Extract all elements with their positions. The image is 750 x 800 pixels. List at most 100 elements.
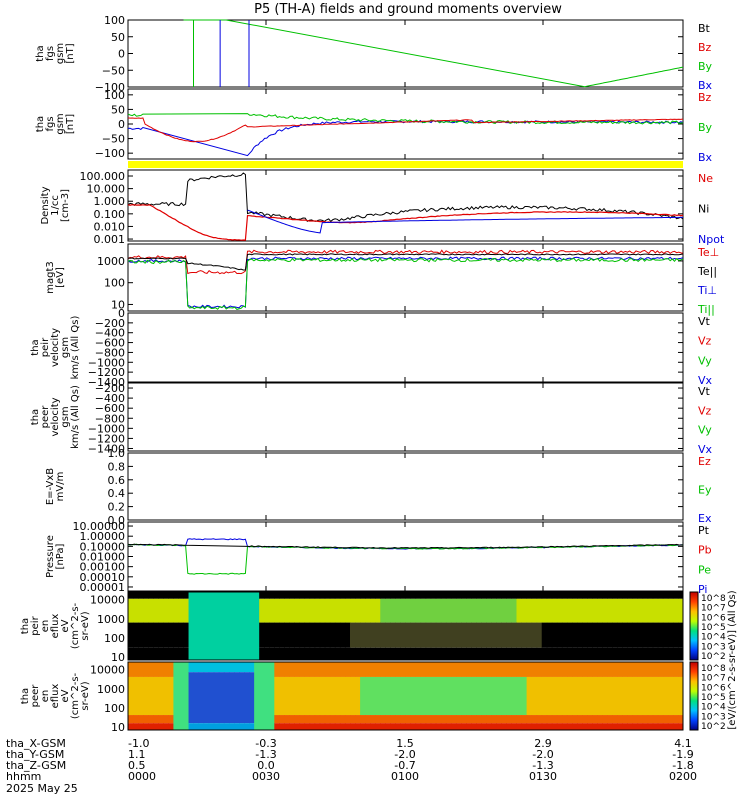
spectrogram-cell [561,715,568,724]
spectrogram-cell [577,723,583,730]
y-tick-label: 0.01000 [80,551,126,564]
spectrogram-cell [677,622,684,648]
spectrogram-cell [531,647,538,660]
spectrogram-cell [350,723,356,730]
spectrogram-cell [284,676,290,716]
spectrogram-cell [445,598,452,623]
spectrogram-cell [198,723,205,730]
spectrogram-cell [662,715,669,724]
spectrogram-cell [637,723,644,730]
spectrogram-cell [516,715,523,724]
spectrogram-cell [587,715,593,724]
spectrogram-cell [143,622,149,648]
spectrogram-cell [450,647,457,660]
spectrogram-cell [587,647,593,660]
spectrogram-cell [228,592,235,660]
legend-entry: By [698,121,713,134]
spectrogram-cell [163,723,169,730]
y-tick-label: 50 [111,103,125,116]
spectrogram-cell [450,723,457,730]
legend-entry: Ti⊥ [697,284,717,297]
spectrogram-cell [314,662,321,677]
spectrogram-cell [466,723,472,730]
spectrogram-cell [128,676,134,716]
spectrogram-cell [244,662,250,673]
spectrogram-cell [153,676,159,716]
spectrogram-cell [339,592,346,599]
spectrogram-cell [551,647,558,660]
spectrogram-cell [435,592,442,599]
spectrogram-cell [450,598,457,623]
y-tick-label: −1200 [88,366,125,379]
spectrogram-cell [339,622,346,648]
spectrogram-cell [672,723,679,730]
spectrogram-cell [496,676,502,716]
y-tick-label: −200 [95,382,125,395]
spectrogram-cell [551,592,558,599]
spectrogram-cell [334,662,341,677]
spectrogram-cell [461,622,467,648]
spectrogram-cell [390,647,396,660]
spectrogram-cell [486,647,492,660]
spectrogram-cell [617,723,623,730]
spectrogram-cell [365,676,371,716]
spectrogram-cell [440,723,447,730]
spectrogram-cell [269,592,275,599]
legend-entry: Ex [698,512,712,525]
spectrogram-cell [647,715,654,724]
spectrogram-cell [445,622,452,648]
spectrogram-cell [249,662,255,673]
spectrogram-cell [415,676,422,716]
spectrogram-cell [536,662,543,677]
spectrogram-cell [536,592,543,599]
spectrogram-cell [203,592,210,660]
spectrogram-cell [566,676,573,716]
spectrogram-cell [319,592,326,599]
panel-efield: 1.00.80.60.40.20.0 E=-VxB mV/m Ez Ey Ex [45,447,712,527]
spectrogram-cell [672,592,679,599]
spectrogram-cell [440,622,447,648]
spectrogram-cell [128,723,134,730]
spectrogram-cell [642,715,649,724]
spectrogram-cell [299,622,306,648]
spectrogram-cell [274,723,280,730]
spectrogram-cell [521,676,528,716]
spectrogram-cell [627,598,634,623]
y-tick-label: 100 [104,89,125,102]
spectrogram-cell [158,622,164,648]
spectrogram-cell [274,598,280,623]
spectrogram-cell [642,647,649,660]
y-tick-label: 0.010 [94,220,126,233]
spectrogram-cell [461,662,467,677]
spectrogram-cell [501,715,507,724]
spectrogram-cell [652,622,659,648]
spectrogram-cell [344,676,351,716]
spectrogram-cell [289,662,295,677]
y-tick-label: −600 [95,402,125,415]
spectrogram-cell [405,676,412,716]
y-axis-label: en [40,620,51,633]
spectrogram-cell [577,715,583,724]
y-tick-label: 0.6 [108,474,126,487]
spectrogram-cell [476,592,482,599]
y-tick-label: −1000 [88,422,125,435]
spectrogram-cell [415,662,422,677]
spectrogram-cell [425,622,432,648]
spectrogram-cell [415,592,422,599]
spectrogram-cell [642,598,649,623]
spectrogram-cell [481,647,487,660]
spectrogram-cell [198,672,205,724]
spectrogram-cell [455,662,462,677]
spectrogram-cell [390,715,396,724]
spectrogram-cell [289,592,295,599]
panel-frame [127,521,684,592]
spectrogram-cell [637,647,644,660]
spectrogram-cell [400,592,406,599]
spectrogram-cell [390,676,396,716]
spectrogram-cell [143,598,149,623]
spectrogram-cell [430,598,437,623]
spectrogram-cell [602,647,608,660]
spectrogram-cell [133,647,139,660]
spectrogram-cell [521,715,528,724]
spectrogram-cell [461,647,467,660]
